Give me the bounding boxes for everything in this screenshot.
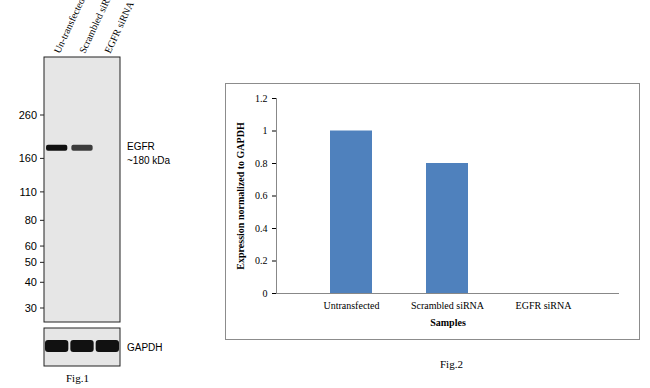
svg-text:1.2: 1.2 xyxy=(255,93,268,104)
svg-text:50: 50 xyxy=(25,256,37,268)
svg-text:EGFR siRNA: EGFR siRNA xyxy=(516,300,573,311)
html-text:Fig.2: Fig.2 xyxy=(440,358,463,370)
svg-text:80: 80 xyxy=(25,214,37,226)
svg-text:Fig.1: Fig.1 xyxy=(66,372,89,384)
svg-text:60: 60 xyxy=(25,240,37,252)
svg-text:GAPDH: GAPDH xyxy=(127,342,163,353)
svg-text:0.8: 0.8 xyxy=(255,158,268,169)
svg-text:110: 110 xyxy=(19,186,37,198)
svg-text:260: 260 xyxy=(19,109,37,121)
svg-text:EGFR siRNA: EGFR siRNA xyxy=(102,0,136,55)
svg-text:30: 30 xyxy=(25,302,37,314)
svg-text:40: 40 xyxy=(25,276,37,288)
svg-text:0.4: 0.4 xyxy=(255,223,268,234)
svg-text:~180 kDa: ~180 kDa xyxy=(127,155,171,166)
svg-text:Expression normalized to GAPDH: Expression normalized to GAPDH xyxy=(235,122,246,270)
svg-text:0: 0 xyxy=(263,288,268,299)
svg-text:1: 1 xyxy=(263,125,268,136)
svg-text:Untransfected: Untransfected xyxy=(323,300,379,311)
svg-text:Scrambled siRNA: Scrambled siRNA xyxy=(411,300,485,311)
svg-text:EGFR: EGFR xyxy=(127,141,155,152)
svg-text:160: 160 xyxy=(19,152,37,164)
svg-text:0.6: 0.6 xyxy=(255,190,268,201)
svg-text:Samples: Samples xyxy=(430,317,466,328)
svg-text:0.2: 0.2 xyxy=(255,255,268,266)
